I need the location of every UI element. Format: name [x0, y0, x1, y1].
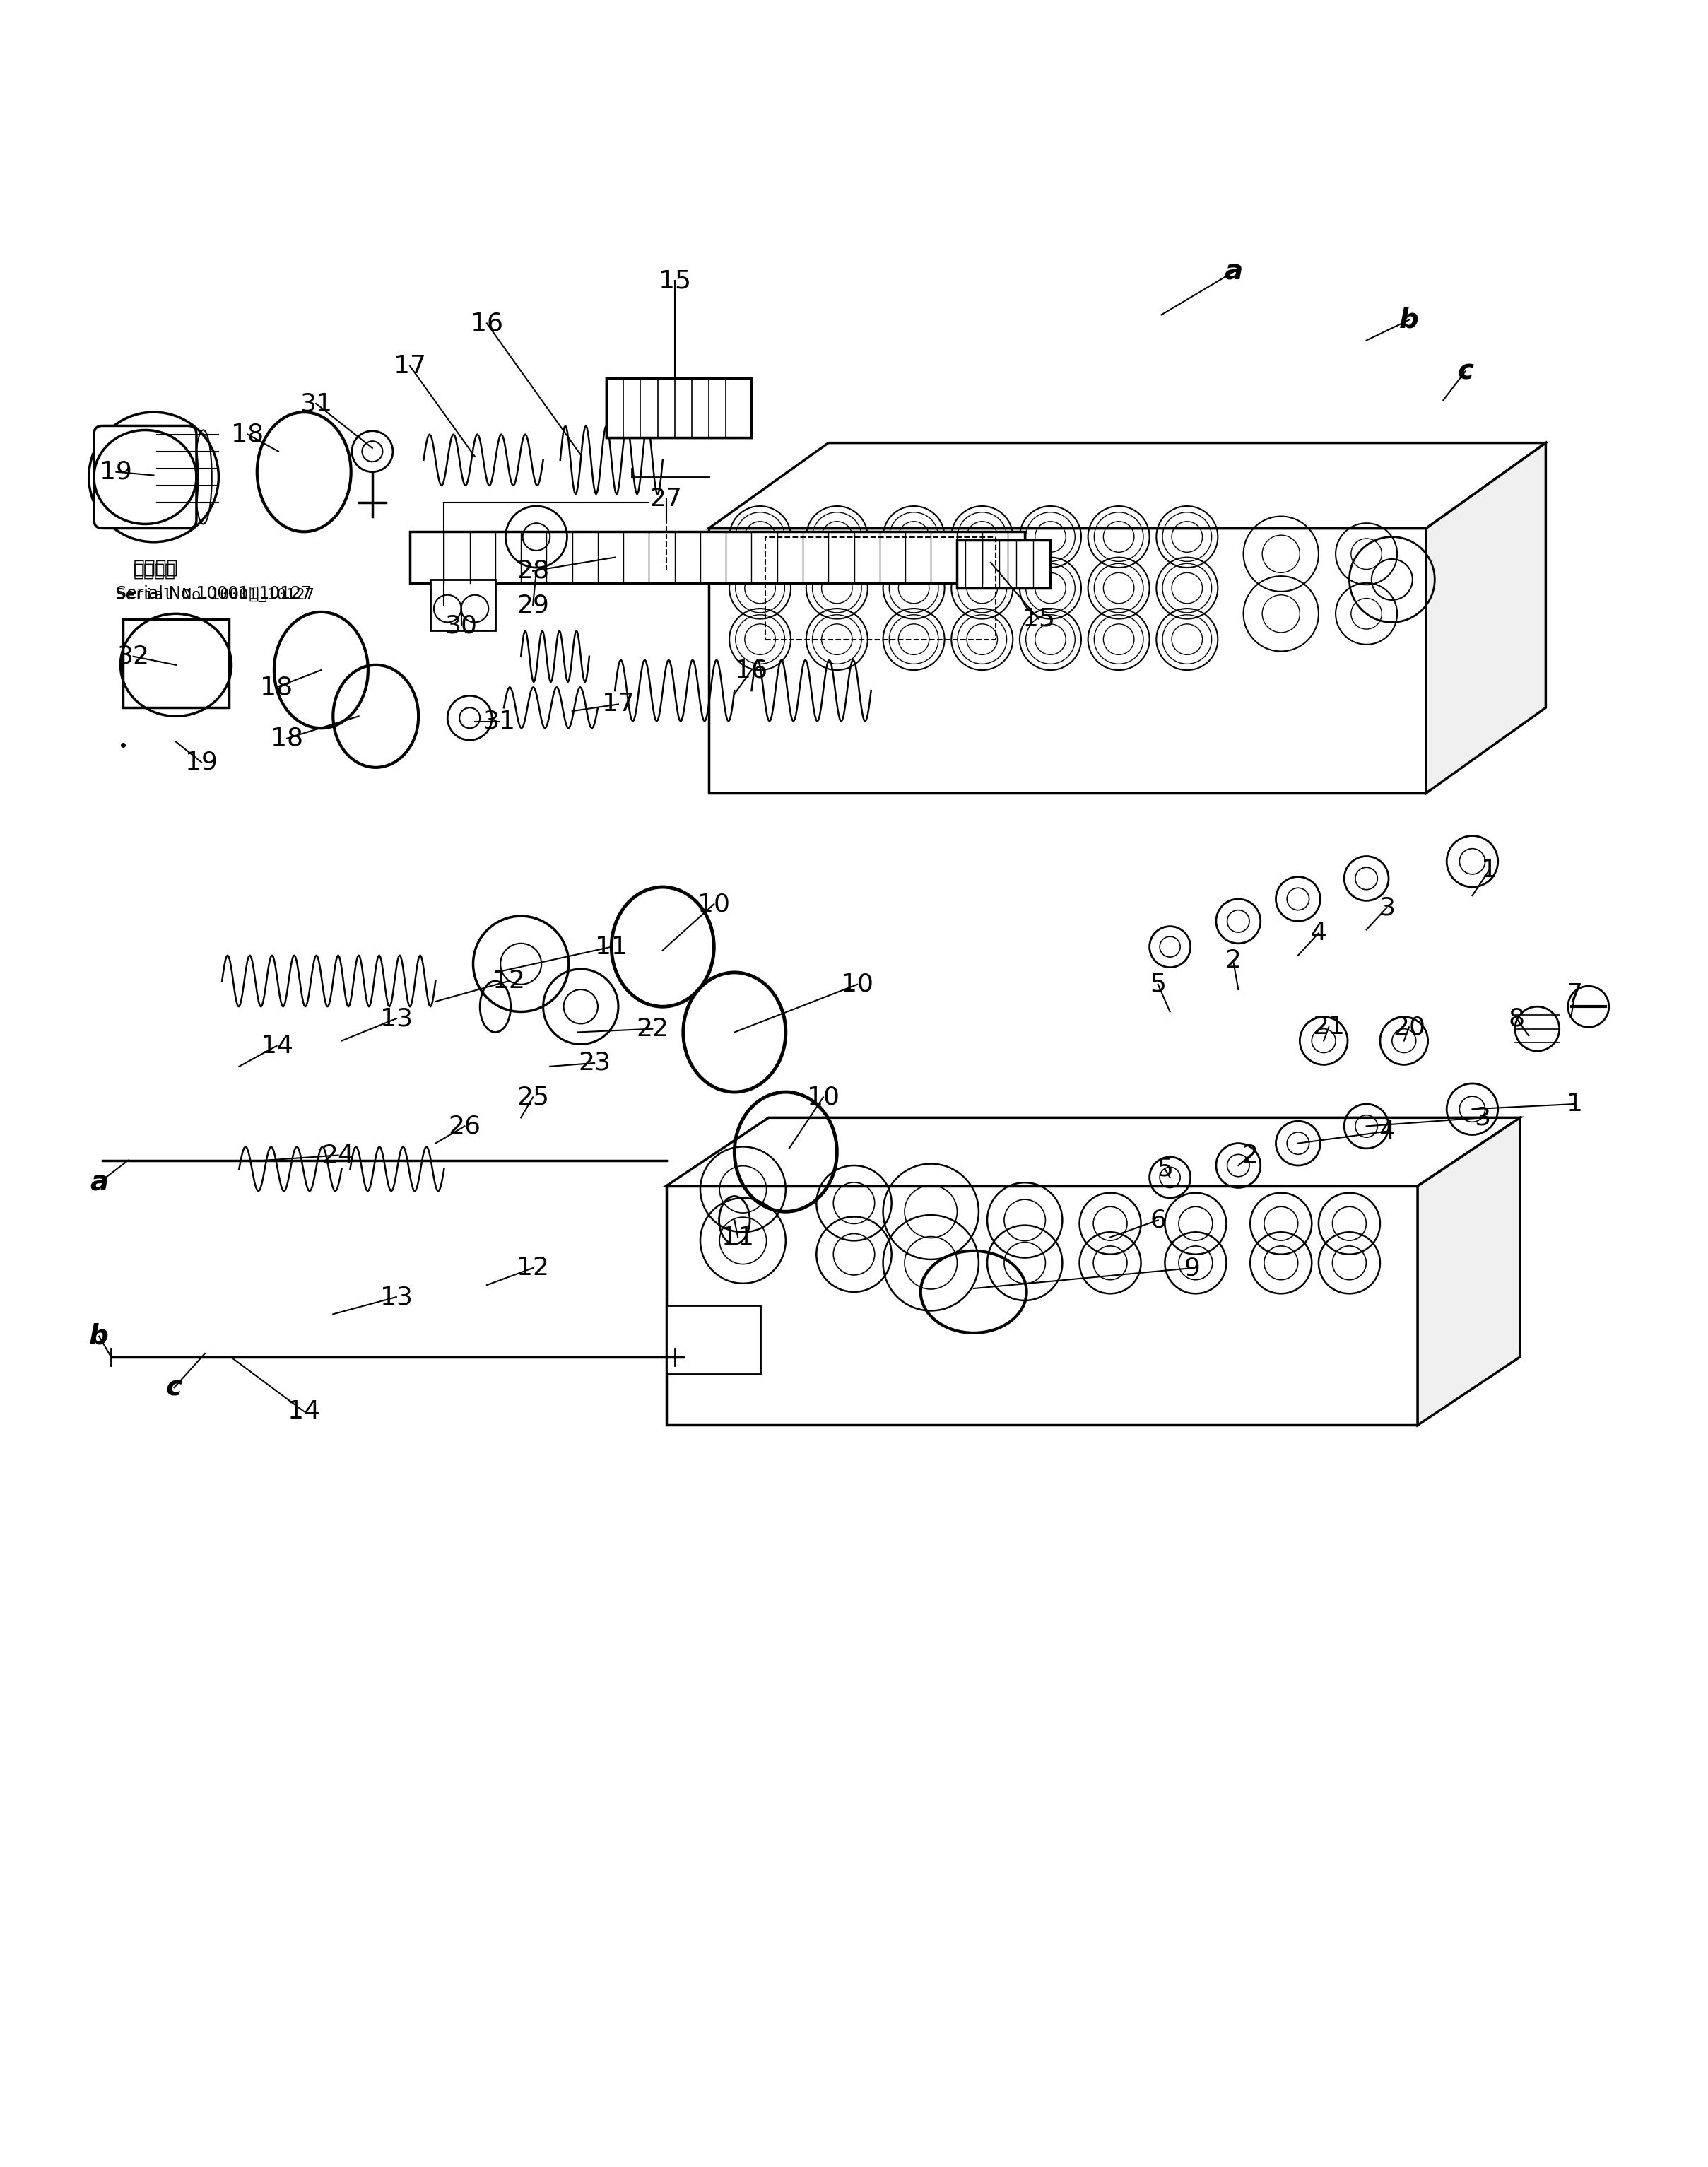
Text: 15: 15: [658, 269, 692, 293]
Text: 11: 11: [721, 1224, 755, 1248]
Text: 10: 10: [806, 1086, 840, 1110]
FancyBboxPatch shape: [123, 620, 229, 709]
Text: 18: 18: [270, 726, 304, 750]
Circle shape: [89, 412, 219, 542]
Text: 5: 5: [1156, 1157, 1173, 1181]
Text: 14: 14: [260, 1034, 294, 1057]
Text: 12: 12: [492, 969, 526, 992]
Text: 28: 28: [516, 559, 550, 583]
Text: c: c: [166, 1374, 183, 1402]
Text: 14: 14: [287, 1400, 321, 1424]
Text: 25: 25: [516, 1086, 550, 1110]
Text: 13: 13: [379, 1005, 413, 1031]
Text: 2: 2: [1225, 949, 1242, 973]
Text: 22: 22: [635, 1016, 670, 1040]
Text: 17: 17: [393, 353, 427, 377]
Text: Serial No.10001～10127: Serial No.10001～10127: [116, 587, 314, 602]
Text: 15: 15: [1021, 607, 1056, 631]
Text: c: c: [1457, 358, 1474, 384]
Text: 適用号機: 適用号機: [133, 559, 178, 576]
Text: 10: 10: [697, 893, 731, 917]
FancyBboxPatch shape: [666, 1185, 1418, 1426]
Text: 32: 32: [116, 644, 150, 667]
FancyBboxPatch shape: [606, 377, 752, 438]
Text: 6: 6: [1149, 1209, 1167, 1233]
Text: 20: 20: [1392, 1014, 1426, 1040]
Polygon shape: [1418, 1118, 1520, 1426]
Text: 24: 24: [321, 1144, 355, 1168]
FancyBboxPatch shape: [94, 425, 196, 529]
Text: 18: 18: [260, 676, 294, 700]
Text: 21: 21: [1312, 1014, 1346, 1040]
Text: 16: 16: [734, 659, 769, 683]
Text: 5: 5: [1149, 973, 1167, 997]
Text: 4: 4: [1378, 1120, 1395, 1144]
FancyBboxPatch shape: [430, 579, 495, 631]
FancyBboxPatch shape: [410, 531, 1025, 583]
Text: 10: 10: [840, 973, 874, 997]
Text: 23: 23: [577, 1051, 611, 1075]
Text: 4: 4: [1310, 921, 1327, 945]
Text: 31: 31: [299, 392, 333, 416]
Text: 27: 27: [649, 488, 683, 511]
Text: 9: 9: [1184, 1257, 1201, 1281]
Text: 17: 17: [601, 691, 635, 717]
FancyBboxPatch shape: [606, 377, 752, 438]
Text: 29: 29: [518, 594, 548, 618]
Text: 8: 8: [1508, 1005, 1525, 1031]
Polygon shape: [1426, 442, 1546, 793]
Text: 適用号機: 適用号機: [133, 563, 176, 579]
Text: b: b: [89, 1322, 109, 1350]
Text: 18: 18: [231, 423, 265, 446]
FancyBboxPatch shape: [956, 540, 1050, 587]
Text: 1: 1: [1566, 1092, 1583, 1116]
Text: 11: 11: [594, 934, 629, 958]
Text: 2: 2: [1242, 1144, 1259, 1168]
Text: 3: 3: [1378, 895, 1395, 919]
Text: a: a: [91, 1170, 108, 1196]
Text: 26: 26: [447, 1114, 482, 1138]
FancyBboxPatch shape: [709, 529, 1426, 793]
Text: 3: 3: [1474, 1105, 1491, 1129]
Text: 19: 19: [101, 459, 132, 483]
Text: 12: 12: [516, 1257, 550, 1281]
Text: 30: 30: [444, 613, 478, 637]
Polygon shape: [709, 442, 1546, 529]
Text: 1: 1: [1481, 858, 1498, 882]
Text: 19: 19: [186, 750, 217, 774]
Text: 31: 31: [482, 709, 516, 732]
FancyBboxPatch shape: [666, 1305, 760, 1374]
Text: b: b: [1399, 306, 1419, 334]
Text: a: a: [1225, 258, 1242, 286]
Text: 16: 16: [470, 312, 504, 336]
Polygon shape: [666, 1118, 1520, 1185]
Text: 7: 7: [1566, 982, 1583, 1008]
Text: Serial No.10001～10127: Serial No.10001～10127: [116, 585, 313, 602]
Text: 13: 13: [379, 1285, 413, 1309]
